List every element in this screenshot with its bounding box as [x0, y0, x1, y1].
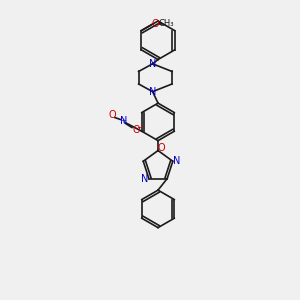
Text: N: N: [120, 116, 127, 126]
Text: N: N: [173, 156, 181, 166]
Text: −: −: [136, 123, 143, 132]
Text: O: O: [158, 143, 165, 153]
Text: O: O: [108, 110, 116, 121]
Text: N: N: [141, 174, 148, 184]
Text: N: N: [149, 59, 156, 69]
Text: O: O: [152, 19, 159, 29]
Text: +: +: [120, 118, 126, 124]
Text: N: N: [149, 87, 156, 97]
Text: CH₃: CH₃: [158, 20, 174, 28]
Text: O: O: [132, 125, 140, 135]
